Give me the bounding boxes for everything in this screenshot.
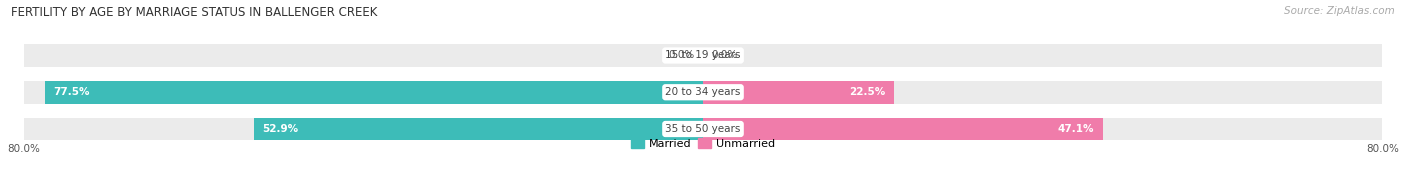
Text: 20 to 34 years: 20 to 34 years bbox=[665, 87, 741, 97]
Bar bbox=[45, 81, 703, 104]
Text: 0.0%: 0.0% bbox=[711, 51, 738, 61]
Bar bbox=[703, 44, 1382, 67]
Bar bbox=[24, 118, 703, 140]
Text: 22.5%: 22.5% bbox=[849, 87, 886, 97]
Text: 80.0%: 80.0% bbox=[7, 144, 39, 154]
Bar bbox=[254, 118, 703, 140]
Text: 47.1%: 47.1% bbox=[1057, 124, 1094, 134]
Text: 52.9%: 52.9% bbox=[263, 124, 298, 134]
Bar bbox=[24, 81, 703, 104]
Text: 77.5%: 77.5% bbox=[53, 87, 90, 97]
Bar bbox=[703, 118, 1382, 140]
Text: Source: ZipAtlas.com: Source: ZipAtlas.com bbox=[1284, 6, 1395, 16]
Legend: Married, Unmarried: Married, Unmarried bbox=[627, 133, 779, 153]
Bar bbox=[24, 44, 703, 67]
Bar bbox=[703, 81, 1382, 104]
Bar bbox=[703, 118, 1102, 140]
Text: 35 to 50 years: 35 to 50 years bbox=[665, 124, 741, 134]
Text: 15 to 19 years: 15 to 19 years bbox=[665, 51, 741, 61]
Text: FERTILITY BY AGE BY MARRIAGE STATUS IN BALLENGER CREEK: FERTILITY BY AGE BY MARRIAGE STATUS IN B… bbox=[11, 6, 378, 19]
Text: 80.0%: 80.0% bbox=[1367, 144, 1399, 154]
Bar bbox=[703, 81, 894, 104]
Text: 0.0%: 0.0% bbox=[668, 51, 695, 61]
